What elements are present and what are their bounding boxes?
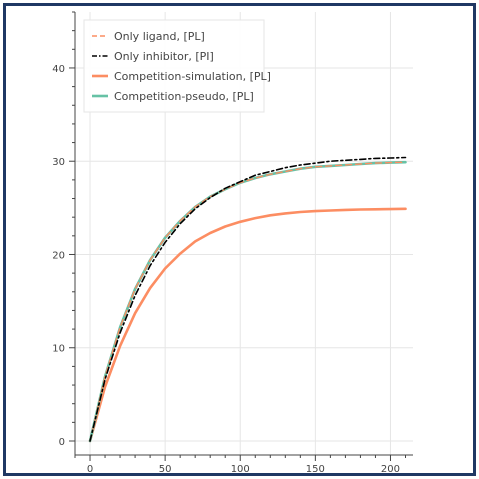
- x-tick-label: 150: [306, 464, 325, 475]
- y-tick-label: 30: [52, 157, 65, 168]
- y-ticks: 0 10 20 30 40: [52, 12, 75, 448]
- x-tick-label: 200: [381, 464, 400, 475]
- series-line-3: [90, 162, 406, 441]
- y-tick-label: 0: [59, 437, 65, 448]
- series-line-0: [90, 162, 406, 441]
- y-tick-label: 40: [52, 64, 65, 75]
- y-tick-label: 20: [52, 250, 65, 261]
- legend-label-3: Competition-pseudo, [PL]: [114, 90, 254, 103]
- legend: Only ligand, [PL] Only inhibitor, [PI] Com…: [84, 20, 271, 112]
- y-tick-label: 10: [52, 344, 65, 355]
- x-ticks: 0 50 100 150 200: [75, 455, 405, 475]
- legend-label-0: Only ligand, [PL]: [114, 30, 205, 43]
- series-line-1: [90, 158, 406, 442]
- series-line-2: [90, 209, 406, 441]
- x-tick-label: 100: [231, 464, 250, 475]
- series-layer: [90, 158, 406, 442]
- x-tick-label: 0: [87, 464, 93, 475]
- legend-label-2: Competition-simulation, [PL]: [114, 70, 271, 83]
- x-tick-label: 50: [159, 464, 172, 475]
- legend-label-1: Only inhibitor, [PI]: [114, 50, 214, 63]
